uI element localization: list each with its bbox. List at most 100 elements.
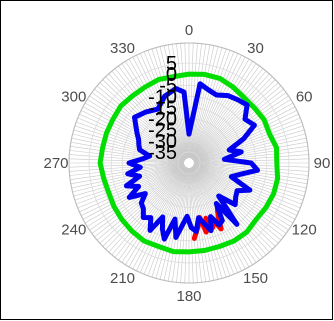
radial-tick-label: -20 bbox=[148, 109, 177, 131]
angle-tick-label: 240 bbox=[61, 222, 86, 239]
spoke-line bbox=[143, 51, 188, 159]
spoke-line bbox=[91, 165, 186, 234]
spoke-line bbox=[189, 44, 211, 159]
spoke-line bbox=[190, 53, 239, 159]
spoke-line bbox=[192, 79, 276, 160]
spoke-line bbox=[102, 79, 186, 160]
spoke-line bbox=[125, 167, 187, 265]
spoke-line bbox=[192, 73, 270, 160]
spoke-line bbox=[99, 82, 186, 160]
spoke-line bbox=[167, 44, 189, 159]
series-layer bbox=[97, 71, 281, 255]
spoke-line bbox=[70, 141, 185, 163]
spoke-line bbox=[190, 51, 235, 159]
grid-circle bbox=[166, 140, 212, 186]
spoke-line bbox=[193, 154, 309, 163]
spoke-line bbox=[193, 164, 304, 201]
spoke-line bbox=[190, 54, 242, 159]
spoke-line bbox=[191, 68, 264, 160]
spoke-line bbox=[172, 44, 189, 159]
spoke-line bbox=[118, 166, 187, 261]
spoke-line bbox=[192, 82, 279, 160]
spoke-line bbox=[193, 164, 305, 197]
spoke-line bbox=[94, 88, 186, 161]
angular-tick-labels: 0 30 60 90 120 150 180 210 240 270 300 330 bbox=[43, 22, 330, 305]
radial-tick-labels: 50-5-10-15-20-25-30-35 bbox=[148, 53, 177, 164]
angle-tick-label: 90 bbox=[314, 155, 331, 172]
angle-tick-label: 330 bbox=[110, 40, 135, 57]
spoke-line bbox=[151, 48, 188, 159]
spoke-line bbox=[193, 165, 294, 224]
radial-tick-label: -10 bbox=[148, 86, 177, 108]
spoke-line bbox=[189, 167, 198, 283]
angle-tick-label: 120 bbox=[292, 222, 317, 239]
spoke-line bbox=[121, 166, 187, 263]
spoke-line bbox=[147, 167, 188, 276]
spoke-line bbox=[192, 166, 270, 253]
spoke-line bbox=[69, 162, 185, 168]
spoke-line bbox=[189, 46, 219, 159]
spoke-line bbox=[70, 146, 185, 163]
spoke-line bbox=[189, 43, 198, 159]
radial-tick-label: -15 bbox=[148, 97, 177, 119]
radial-tick-label: -30 bbox=[148, 131, 177, 153]
grid-circle bbox=[177, 151, 201, 175]
spoke-line bbox=[192, 165, 289, 231]
spoke-line bbox=[71, 137, 185, 163]
spoke-line bbox=[192, 85, 282, 161]
spoke-line bbox=[191, 61, 253, 159]
spoke-line bbox=[193, 102, 294, 161]
spoke-line bbox=[193, 121, 302, 162]
grid-boundary bbox=[68, 42, 310, 284]
radial-tick-label: -25 bbox=[148, 120, 177, 142]
spoke-line bbox=[193, 141, 308, 163]
spoke-line bbox=[143, 167, 188, 275]
spoke-line bbox=[188, 43, 194, 159]
spoke-line bbox=[77, 117, 185, 162]
angle-tick-label: 210 bbox=[110, 270, 135, 287]
angle-tick-label: 0 bbox=[185, 22, 193, 39]
grid-circle bbox=[88, 62, 290, 264]
spoke-line bbox=[159, 46, 189, 159]
spoke-line bbox=[192, 165, 287, 234]
radial-tick-label: -35 bbox=[148, 142, 177, 164]
angle-tick-label: 60 bbox=[296, 89, 313, 106]
spoke-line bbox=[108, 73, 186, 160]
spoke-line bbox=[193, 125, 304, 162]
spoke-line bbox=[73, 129, 185, 162]
spoke-line bbox=[151, 167, 188, 278]
spoke-line bbox=[193, 133, 306, 163]
spoke-line bbox=[193, 106, 296, 161]
spoke-line bbox=[82, 106, 185, 161]
spoke-line bbox=[190, 48, 227, 159]
spoke-line bbox=[76, 121, 185, 162]
spoke-line bbox=[191, 56, 246, 159]
spoke-line bbox=[105, 76, 186, 160]
spoke-line bbox=[193, 165, 291, 227]
spoke-line bbox=[155, 47, 188, 159]
spoke-line bbox=[72, 133, 185, 163]
spoke-line bbox=[193, 163, 306, 193]
spoke-line bbox=[191, 70, 267, 160]
spoke-line bbox=[191, 166, 257, 263]
spoke-line bbox=[73, 164, 185, 197]
spoke-line bbox=[176, 43, 189, 159]
spoke-line bbox=[69, 163, 185, 176]
radial-tick-label: -5 bbox=[159, 75, 177, 97]
radial-tick-label: 5 bbox=[166, 53, 177, 75]
spoke-line bbox=[69, 154, 185, 163]
spoke-line bbox=[128, 167, 187, 268]
spoke-line bbox=[192, 166, 273, 250]
spoke-line bbox=[72, 163, 185, 193]
spoke-line bbox=[190, 50, 231, 159]
spoke-line bbox=[190, 47, 223, 159]
spoke-line bbox=[74, 125, 185, 162]
series-line-2 bbox=[123, 81, 260, 242]
spoke-line bbox=[193, 146, 308, 163]
series-line-1 bbox=[97, 71, 281, 255]
spoke-line bbox=[184, 167, 190, 283]
spoke-line bbox=[192, 88, 284, 161]
spoke-line bbox=[69, 158, 185, 164]
spoke-line bbox=[163, 45, 189, 159]
